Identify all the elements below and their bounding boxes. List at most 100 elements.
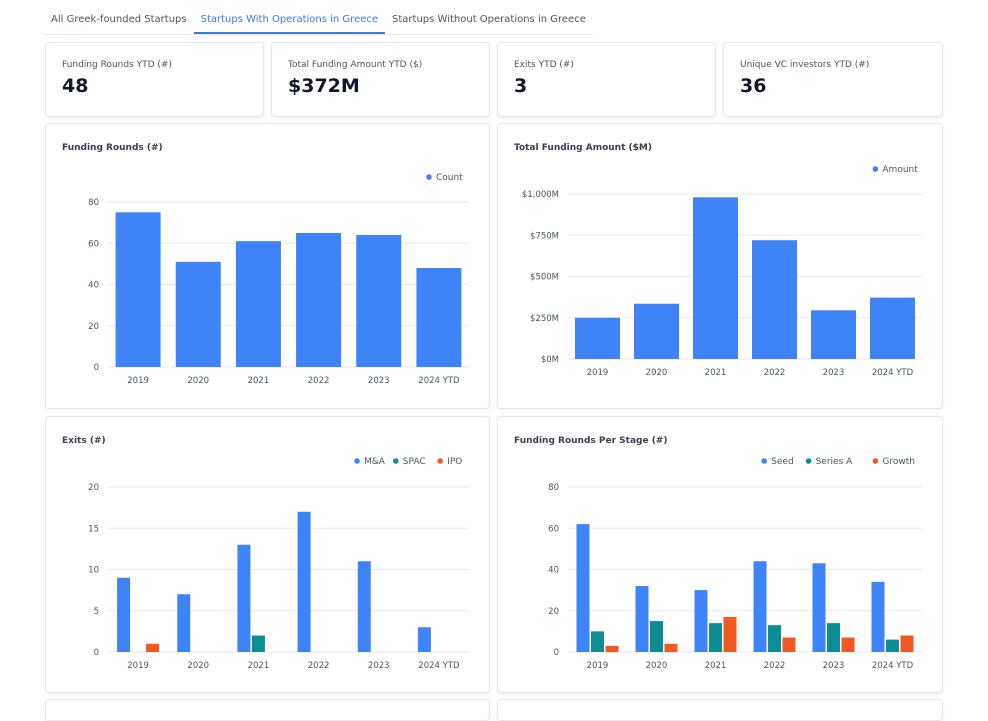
y-tick-label: $500M (530, 273, 559, 283)
chart-title: Exits (#) (62, 436, 106, 446)
bar (575, 317, 620, 359)
y-tick-label: 20 (88, 483, 99, 493)
y-tick-label: $750M (530, 231, 559, 241)
chart-title: Funding Rounds (#) (62, 143, 163, 153)
x-tick-label: 2024 YTD (872, 368, 914, 378)
x-tick-label: 2024 YTD (418, 661, 460, 671)
legend-label: Series A (816, 457, 854, 467)
kpi-label: Total Funding Amount YTD ($) (288, 60, 423, 70)
tab-bar: All Greek-founded Startups Startups With… (44, 8, 593, 35)
bar (693, 197, 738, 359)
x-tick-label: 2023 (368, 376, 390, 386)
legend-label: Amount (882, 165, 918, 175)
y-tick-label: 0 (94, 363, 99, 373)
x-tick-label: 2020 (646, 661, 668, 671)
chart-title: Funding Rounds Per Stage (#) (514, 436, 668, 446)
y-tick-label: 80 (548, 483, 559, 493)
bar (115, 212, 161, 367)
legend-label: Seed (771, 457, 794, 467)
y-tick-label: 40 (88, 281, 99, 291)
bar (694, 590, 708, 652)
legend-marker (872, 458, 879, 464)
legend-label: SPAC (403, 457, 426, 467)
chart-card-partial-right (497, 699, 943, 721)
kpi-label: Funding Rounds YTD (#) (62, 60, 172, 70)
bar (237, 544, 251, 652)
kpi-value: 36 (740, 75, 767, 97)
bar (886, 639, 899, 652)
legend-marker (393, 458, 399, 464)
legend-label: M&A (364, 457, 386, 467)
bar (251, 635, 265, 652)
bar (753, 561, 767, 652)
y-tick-label: 60 (548, 524, 559, 534)
total-funding-amount-chart: $0M $250M $500M $750M $1,000M 2019 2020 2021 202… (522, 165, 922, 378)
legend-label: Count (436, 173, 463, 183)
tab-with-operations-in-greece[interactable]: Startups With Operations in Greece (193, 8, 386, 34)
x-tick-label: 2020 (646, 368, 668, 378)
kpi-label: Exits YTD (#) (514, 60, 574, 70)
x-tick-label: 2019 (127, 376, 149, 386)
bar (235, 241, 281, 367)
bar (870, 297, 915, 359)
x-tick-label: 2024 YTD (872, 661, 914, 671)
legend-marker (761, 458, 767, 464)
funding-rounds-chart: 0 20 40 60 80 2019 2020 2021 2022 2023 2024 YTD Cou… (88, 173, 469, 386)
x-tick-label: 2022 (764, 661, 786, 671)
bar (811, 310, 856, 359)
x-tick-label: 2019 (127, 661, 149, 671)
chart-title: Total Funding Amount ($M) (514, 143, 652, 153)
y-tick-label: $1,000M (522, 190, 559, 200)
y-tick-label: 0 (554, 648, 559, 658)
x-tick-label: 2023 (368, 661, 390, 671)
kpi-value: $372M (288, 75, 360, 97)
x-tick-label: 2023 (823, 661, 845, 671)
x-tick-label: 2022 (764, 368, 786, 378)
bar (709, 623, 722, 652)
x-tick-label: 2021 (705, 368, 727, 378)
y-tick-label: 80 (88, 198, 99, 208)
y-tick-label: 5 (94, 607, 99, 617)
bar (576, 524, 590, 652)
legend-label: IPO (447, 457, 462, 467)
kpi-label: Unique VC investors YTD (#) (740, 60, 870, 70)
bar (634, 303, 679, 359)
bar (416, 268, 462, 367)
bar (356, 235, 402, 367)
tab-without-operations-in-greece[interactable]: Startups Without Operations in Greece (392, 14, 586, 25)
chart-card-funding-rounds: Funding Rounds (#) 0 20 40 60 80 2019 2020 2021… (45, 123, 490, 409)
bar (146, 643, 160, 652)
x-tick-label: 2023 (823, 368, 845, 378)
bar (723, 616, 737, 652)
bar (768, 625, 781, 652)
bar (827, 623, 840, 652)
kpi-card-exits: Exits YTD (#) 3 (497, 42, 716, 117)
legend-marker (426, 174, 432, 180)
x-tick-label: 2021 (705, 661, 727, 671)
chart-card-funding-rounds-per-stage: Funding Rounds Per Stage (#) 0 20 40 60 80 20… (497, 416, 943, 693)
kpi-value: 48 (62, 75, 89, 97)
legend-label: Growth (882, 457, 915, 467)
bar (297, 511, 311, 652)
chart-card-partial-left (45, 699, 490, 721)
bar (177, 594, 191, 652)
bar (650, 621, 663, 652)
bar (900, 635, 914, 652)
bar (841, 637, 855, 652)
legend-marker (805, 458, 812, 464)
kpi-card-unique-vc-investors: Unique VC investors YTD (#) 36 (723, 42, 943, 117)
legend-marker (354, 458, 360, 464)
funding-rounds-per-stage-chart: 0 20 40 60 80 2019 2020 2021 2022 2023 2024 YTD Gro… (548, 457, 922, 671)
bar (591, 631, 604, 652)
tab-all-greek-founded[interactable]: All Greek-founded Startups (51, 14, 187, 25)
chart-card-total-funding-amount: Total Funding Amount ($M) $0M $250M $500M $… (497, 123, 943, 409)
bar (117, 577, 131, 652)
bar (357, 561, 371, 652)
bar (752, 240, 797, 359)
y-tick-label: 60 (88, 239, 99, 249)
chart-card-exits: Exits (#) 0 5 10 15 20 2019 2020 2021 2022 2023 20… (45, 416, 490, 693)
x-tick-label: 2020 (187, 661, 209, 671)
bar (871, 581, 885, 652)
kpi-card-total-funding: Total Funding Amount YTD ($) $372M (271, 42, 490, 117)
y-tick-label: 15 (88, 524, 99, 534)
